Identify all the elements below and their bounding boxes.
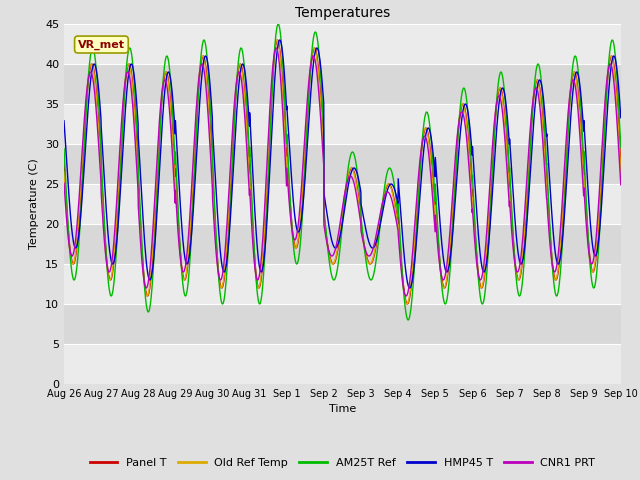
Bar — [64, 104, 621, 144]
Title: Temperatures: Temperatures — [295, 6, 390, 20]
Bar — [64, 304, 621, 344]
Bar — [64, 224, 621, 264]
Bar — [64, 144, 621, 184]
Bar — [64, 184, 621, 224]
Text: VR_met: VR_met — [78, 39, 125, 49]
Bar — [64, 264, 621, 304]
Y-axis label: Temperature (C): Temperature (C) — [29, 158, 40, 250]
Bar — [64, 24, 621, 64]
Bar — [64, 344, 621, 384]
X-axis label: Time: Time — [329, 405, 356, 414]
Bar — [64, 64, 621, 104]
Legend: Panel T, Old Ref Temp, AM25T Ref, HMP45 T, CNR1 PRT: Panel T, Old Ref Temp, AM25T Ref, HMP45 … — [85, 453, 600, 472]
